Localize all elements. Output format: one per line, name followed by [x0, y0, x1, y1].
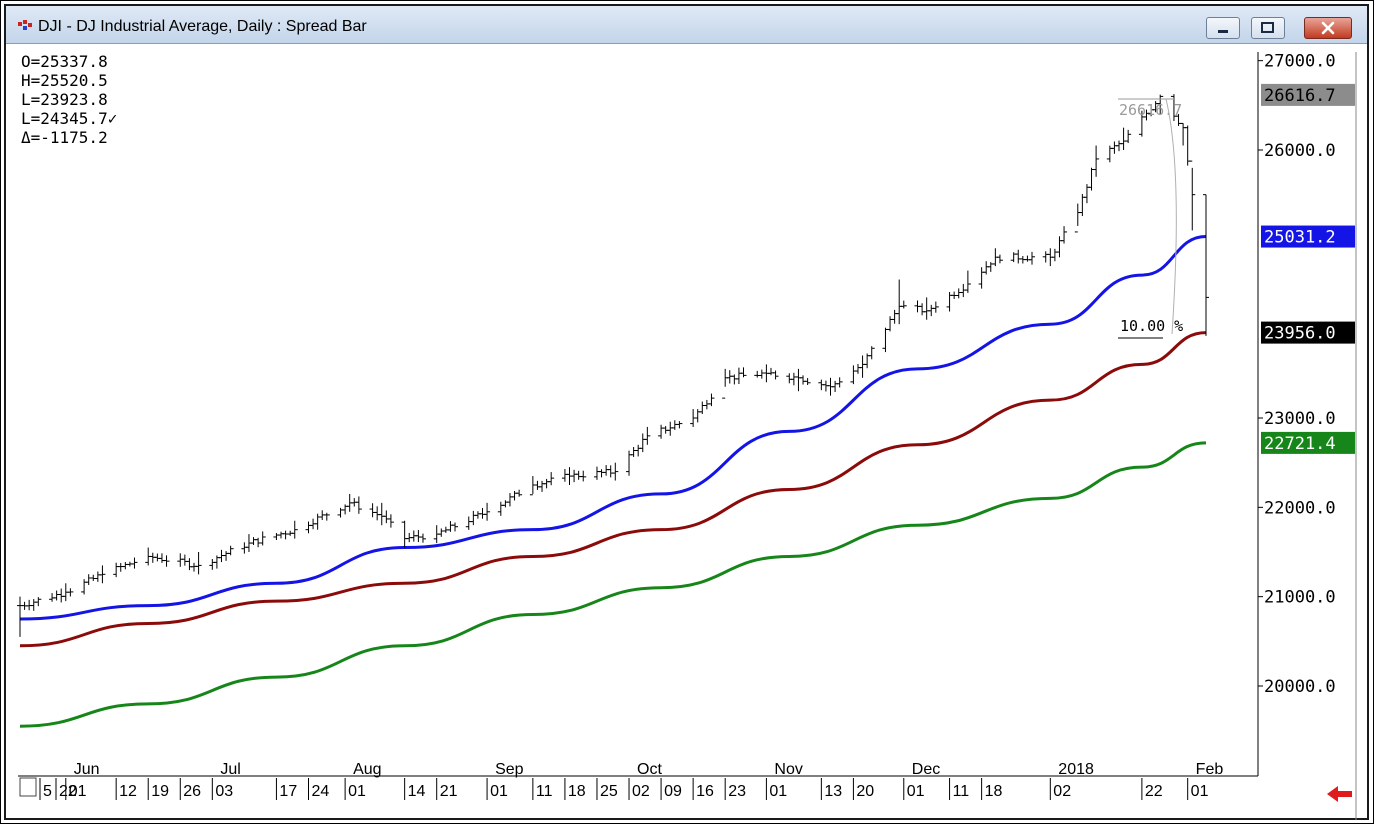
maximize-icon: [1261, 22, 1274, 33]
day-label: 02: [1053, 783, 1071, 800]
month-label: Jul: [220, 761, 240, 778]
high-readout: H=25520.5: [21, 71, 108, 90]
day-label: 02: [632, 783, 650, 800]
day-label: 19: [151, 783, 169, 800]
day-label: 16: [696, 783, 714, 800]
month-label: Dec: [912, 761, 940, 778]
day-label: 18: [568, 783, 586, 800]
delta-readout: Δ=-1175.2: [21, 128, 108, 147]
price-axis-label: 22000.0: [1264, 498, 1336, 518]
minimize-icon: [1218, 30, 1228, 33]
minimize-button[interactable]: [1206, 17, 1240, 39]
day-label: 25: [600, 783, 618, 800]
price-bars: [17, 94, 1209, 637]
price-label-text: 25031.2: [1264, 228, 1336, 248]
moving-average-line-2: [19, 331, 1207, 648]
maximize-button[interactable]: [1251, 17, 1285, 39]
day-label: 21: [440, 783, 458, 800]
day-label: 18: [985, 783, 1003, 800]
moving-average-line-3: [19, 441, 1207, 728]
price-axis: 27000.0 26000.0 23000.0 22000.0 21000.0 20000…: [1258, 52, 1336, 697]
window-title: DJI - DJ Industrial Average, Daily : Spr…: [38, 18, 367, 35]
month-label: Nov: [774, 761, 802, 778]
day-label: 11: [536, 783, 553, 800]
drop-percent-label: 10.00 %: [1120, 317, 1183, 335]
price-label-text: 26616.7: [1264, 86, 1336, 106]
day-label: 24: [311, 783, 329, 800]
moving-average-line-1: [19, 235, 1207, 621]
day-label: 17: [279, 783, 297, 800]
day-label: 01: [348, 783, 366, 800]
day-label: 01: [490, 783, 508, 800]
day-label: 20: [856, 783, 874, 800]
day-label: 13: [824, 783, 842, 800]
price-label-box: [1261, 225, 1355, 248]
last-readout: L=24345.7✓: [21, 109, 117, 128]
price-label-box: [1261, 83, 1355, 106]
day-label: 22: [59, 783, 77, 800]
day-label: 23: [728, 783, 746, 800]
scroll-start-box[interactable]: [19, 777, 37, 797]
price-label-text: 23956.0: [1264, 324, 1336, 344]
month-label: Sep: [495, 761, 524, 778]
month-label: Oct: [637, 761, 662, 778]
title-bar[interactable]: DJI - DJ Industrial Average, Daily : Spr…: [6, 6, 1367, 44]
price-labels: 26616.7 25031.2 23956.0 22721.4: [1261, 83, 1355, 454]
price-axis-label: 20000.0: [1264, 677, 1336, 697]
month-label: Feb: [1196, 761, 1224, 778]
open-readout: O=25337.8: [21, 52, 108, 71]
price-axis-label: 26000.0: [1264, 141, 1336, 161]
month-axis: Jun Jul Aug Sep Oct Nov Dec 2018 Feb: [74, 761, 1224, 778]
day-label: 09: [664, 783, 682, 800]
day-label: 14: [408, 783, 426, 800]
peak-value-label: 26616.7: [1119, 101, 1182, 119]
close-icon: [1321, 21, 1335, 35]
moving-averages: [19, 235, 1207, 728]
day-label: 01: [69, 783, 87, 800]
price-label-box: [1261, 431, 1355, 454]
month-label: Jun: [74, 761, 100, 778]
app-icon: [18, 20, 32, 30]
price-axis-label: 21000.0: [1264, 588, 1336, 608]
month-label: Aug: [353, 761, 381, 778]
day-label: 5: [43, 783, 52, 800]
drawdown-arc: [1165, 98, 1177, 335]
month-label: 2018: [1058, 761, 1094, 778]
day-label: 03: [215, 783, 233, 800]
day-label: 22: [1145, 783, 1163, 800]
day-label: 01: [1191, 783, 1209, 800]
close-button[interactable]: [1304, 17, 1352, 39]
back-arrow-icon[interactable]: [1327, 786, 1352, 802]
ohlc-readout: O=25337.8 H=25520.5 L=23923.8 L=24345.7✓…: [21, 52, 117, 147]
price-label-box: [1261, 321, 1355, 344]
price-label-text: 22721.4: [1264, 434, 1336, 454]
low-readout: L=23923.8: [21, 90, 108, 109]
price-axis-label: 27000.0: [1264, 52, 1336, 72]
day-label: 26: [183, 783, 201, 800]
day-label: 11: [953, 783, 970, 800]
price-axis-label: 23000.0: [1264, 409, 1336, 429]
day-label: 12: [119, 783, 137, 800]
drawdown-tool[interactable]: 26616.7 10.00 %: [1118, 98, 1183, 339]
day-label: 01: [769, 783, 787, 800]
day-label: 01: [907, 783, 925, 800]
